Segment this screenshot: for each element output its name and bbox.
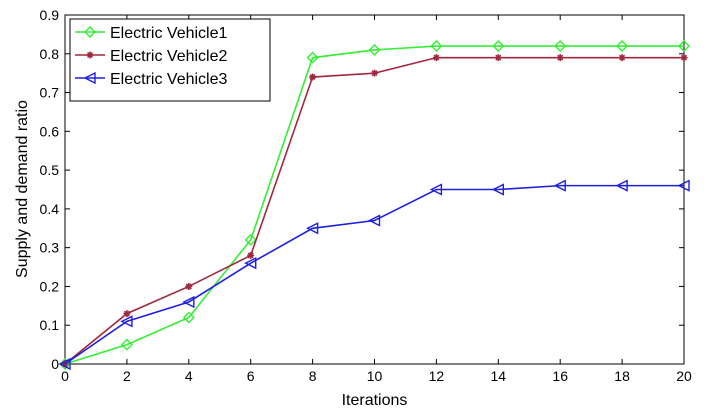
x-tick-label: 2: [123, 368, 131, 384]
data-point: [306, 51, 319, 64]
y-tick-label: 0.3: [40, 240, 60, 256]
data-point: [494, 54, 502, 62]
data-point: [367, 214, 381, 227]
data-point: [678, 40, 690, 53]
legend-marker: [83, 71, 96, 85]
data-point: [556, 54, 564, 62]
x-axis-tick-labels: 0 2 4 6 8 10 12 14 16 18 20: [61, 368, 692, 384]
data-point: [677, 179, 690, 192]
series-line: [64, 45, 684, 365]
data-point: [618, 54, 626, 62]
x-tick-label: 16: [552, 368, 568, 384]
legend: Electric Vehicle1 Electric Vehicle2 Electr…: [69, 18, 271, 102]
y-tick-label: 0: [51, 356, 59, 372]
legend-item-1: Electric Vehicle1: [75, 25, 227, 42]
data-point: [309, 73, 317, 81]
x-tick-label: 4: [185, 368, 193, 384]
x-axis-label: Iterations: [342, 392, 408, 409]
legend-marker: [84, 26, 96, 38]
series-line: [64, 184, 684, 365]
data-point: [306, 222, 319, 235]
y-tick-label: 0.4: [40, 201, 60, 217]
data-point: [680, 54, 688, 62]
data-point: [430, 40, 443, 53]
data-point: [371, 69, 378, 77]
legend-label: Electric Vehicle1: [110, 25, 227, 42]
x-tick-label: 0: [61, 368, 69, 384]
y-tick-label: 0.5: [40, 162, 60, 178]
x-tick-label: 20: [676, 368, 692, 384]
y-tick-label: 0.1: [40, 317, 60, 333]
y-tick-label: 0.9: [40, 7, 60, 23]
x-tick-label: 14: [491, 368, 507, 384]
series-3: [58, 179, 690, 371]
x-tick-label: 12: [429, 368, 445, 384]
data-point: [247, 251, 255, 259]
legend-label: Electric Vehicle3: [110, 71, 227, 88]
data-point: [244, 233, 257, 246]
data-point: [616, 40, 629, 53]
y-tick-label: 0.6: [40, 123, 60, 139]
data-point: [182, 295, 195, 309]
legend-label: Electric Vehicle2: [110, 48, 227, 65]
legend-item-3: Electric Vehicle3: [75, 71, 227, 88]
data-point: [182, 311, 195, 324]
data-point: [492, 40, 505, 53]
data-point: [185, 282, 193, 290]
x-tick-label: 10: [367, 368, 383, 384]
data-point: [615, 179, 628, 192]
data-point: [123, 310, 131, 318]
data-point: [432, 54, 440, 62]
y-axis-label: Supply and demand ratio: [14, 100, 31, 278]
data-point: [120, 315, 133, 328]
y-axis-tick-labels: 0 0.1 0.2 0.3 0.4 0.5 0.6 0.7 0.8 0.9: [40, 7, 60, 372]
legend-marker: [86, 51, 94, 59]
data-point: [368, 43, 381, 56]
data-point: [554, 40, 567, 53]
data-point: [58, 357, 71, 371]
data-point: [244, 257, 257, 270]
legend-item-2: Electric Vehicle2: [75, 48, 227, 65]
y-tick-label: 0.7: [40, 85, 60, 101]
data-point: [429, 183, 443, 196]
data-point: [491, 183, 504, 196]
y-tick-label: 0.8: [40, 46, 60, 62]
data-point: [553, 179, 566, 192]
x-tick-label: 18: [614, 368, 630, 384]
x-tick-label: 8: [309, 368, 317, 384]
data-point: [120, 338, 133, 351]
series-layer: [58, 40, 690, 371]
y-tick-label: 0.2: [40, 278, 60, 294]
x-tick-label: 6: [247, 368, 255, 384]
